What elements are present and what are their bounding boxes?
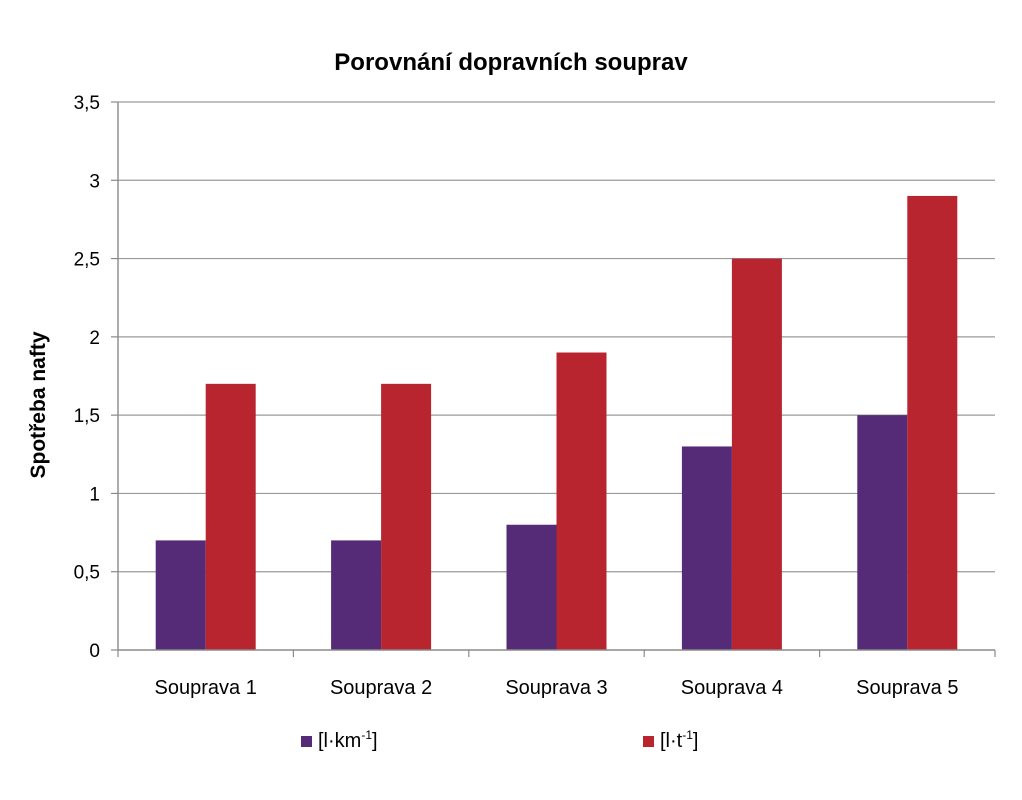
y-tick-label: 3,5 bbox=[74, 93, 100, 114]
legend-label-1: [l·km-1] bbox=[318, 728, 378, 752]
x-tick-label: Souprava 4 bbox=[681, 677, 783, 699]
legend-label-2: [l·t-1] bbox=[660, 728, 698, 752]
bar-1-4 bbox=[681, 446, 732, 650]
bar-2-5 bbox=[907, 195, 958, 650]
x-tick-label: Souprava 2 bbox=[330, 677, 432, 699]
y-axis-label: Spotřeba nafty bbox=[27, 331, 50, 478]
x-tick-label: Souprava 3 bbox=[505, 677, 607, 699]
y-tick-label: 0,5 bbox=[74, 563, 100, 584]
legend: [l·km-1] [l·t-1] bbox=[301, 728, 698, 752]
bar-1-2 bbox=[331, 540, 382, 650]
bar-2-4 bbox=[731, 258, 782, 650]
x-tick-labels: Souprava 1 Souprava 2 Souprava 3 Souprava 4… bbox=[117, 650, 996, 699]
bars bbox=[155, 195, 958, 650]
y-tick-label: 1,5 bbox=[74, 406, 100, 427]
bar-2-2 bbox=[381, 383, 432, 650]
bar-2-1 bbox=[205, 383, 256, 650]
bar-2-3 bbox=[556, 352, 607, 650]
y-tick-label: 2,5 bbox=[74, 250, 100, 271]
bar-1-1 bbox=[155, 540, 206, 650]
bar-1-3 bbox=[506, 524, 557, 650]
chart-title: Porovnání dopravních souprav bbox=[334, 49, 688, 76]
y-tick-labels: 0 0,5 1 1,5 2 2,5 3 3,5 bbox=[74, 93, 118, 662]
x-tick-label: Souprava 5 bbox=[856, 677, 958, 699]
bar-1-5 bbox=[857, 415, 908, 650]
y-tick-label: 3 bbox=[89, 171, 100, 192]
legend-swatch-1 bbox=[301, 736, 312, 747]
y-tick-label: 2 bbox=[89, 328, 100, 349]
y-tick-label: 1 bbox=[89, 484, 100, 505]
x-tick-label: Souprava 1 bbox=[155, 677, 257, 699]
axes bbox=[117, 102, 995, 651]
legend-swatch-2 bbox=[643, 736, 654, 747]
y-tick-label: 0 bbox=[89, 641, 100, 662]
